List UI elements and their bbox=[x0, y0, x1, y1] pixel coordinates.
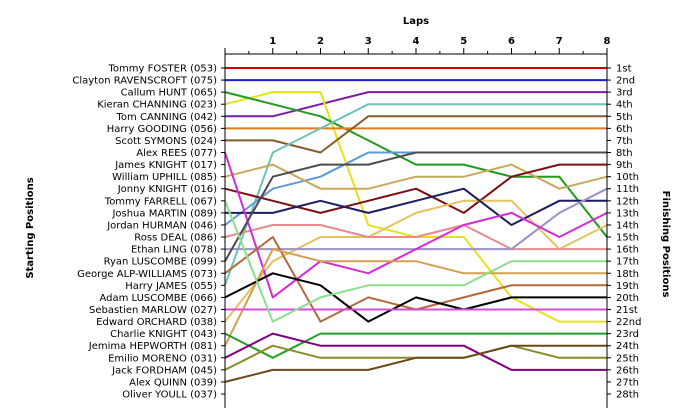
series-line-14 bbox=[224, 224, 607, 251]
finishing-position-label: 16th bbox=[616, 245, 639, 256]
starting-position-label: Tommy FOSTER (053) bbox=[107, 64, 217, 75]
finish-labels: 1st2nd3rd4th5th6th7th8th9th10th11th12th1… bbox=[616, 64, 641, 401]
finishing-position-label: 28th bbox=[616, 390, 639, 401]
chart-title: Laps bbox=[403, 16, 429, 27]
position-lines bbox=[224, 67, 608, 383]
starting-position-label: Tommy FARRELL (067) bbox=[104, 196, 217, 207]
finishing-position-label: 18th bbox=[616, 269, 639, 280]
starting-position-label: Joshua MARTIN (089) bbox=[111, 208, 217, 219]
x-tick-label: 5 bbox=[460, 36, 467, 47]
starting-position-label: Adam LUSCOMBE (066) bbox=[99, 293, 217, 304]
x-tick-label: 3 bbox=[365, 36, 372, 47]
right-axis-title: Finishing Positions bbox=[660, 191, 671, 298]
finishing-position-label: 5th bbox=[616, 112, 633, 123]
starting-position-label: Ethan LING (078) bbox=[131, 245, 217, 256]
x-tick-label: 4 bbox=[413, 36, 420, 47]
finishing-position-label: 11th bbox=[616, 184, 639, 195]
axes-frame bbox=[221, 48, 611, 408]
series-line-17 bbox=[224, 151, 607, 262]
starting-position-label: Harry JAMES (055) bbox=[125, 281, 217, 292]
series-line-19 bbox=[224, 248, 607, 347]
starting-position-label: Sebastien MARLOW (027) bbox=[89, 305, 217, 316]
finishing-position-label: 3rd bbox=[616, 88, 633, 99]
finishing-position-label: 17th bbox=[616, 257, 639, 268]
starting-position-label: Emilio MORENO (031) bbox=[108, 353, 217, 364]
finishing-position-label: 23rd bbox=[616, 329, 639, 340]
finishing-position-label: 7th bbox=[616, 136, 633, 147]
series-line-13 bbox=[225, 187, 607, 226]
starting-position-label: Clayton RAVENSCROFT (075) bbox=[72, 76, 217, 87]
finishing-position-label: 8th bbox=[616, 148, 633, 159]
x-tick-label: 7 bbox=[556, 36, 563, 47]
finishing-position-label: 15th bbox=[616, 233, 639, 244]
finishing-position-label: 19th bbox=[616, 281, 639, 292]
series-line-24 bbox=[224, 332, 607, 371]
series-line-26 bbox=[224, 344, 607, 383]
x-tick-label: 1 bbox=[269, 36, 276, 47]
starting-position-label: Callum HUNT (065) bbox=[121, 88, 218, 99]
starting-position-label: George ALP-WILLIAMS (073) bbox=[77, 269, 217, 280]
series-line-5 bbox=[224, 91, 608, 238]
starting-position-label: Jordan HURMAN (046) bbox=[106, 220, 217, 231]
finishing-position-label: 21st bbox=[616, 305, 638, 316]
series-line-11 bbox=[224, 163, 607, 214]
finishing-position-label: 10th bbox=[616, 172, 639, 183]
finishing-position-label: 4th bbox=[616, 100, 633, 111]
starting-position-label: Ross DEAL (086) bbox=[134, 233, 217, 244]
series-line-16 bbox=[224, 152, 608, 299]
starting-position-label: Kieran CHANNING (023) bbox=[97, 100, 217, 111]
x-tick-label: 6 bbox=[508, 36, 515, 47]
starting-position-label: James KNIGHT (017) bbox=[114, 160, 217, 171]
left-axis-title: Starting Positions bbox=[25, 177, 36, 278]
series-line-3 bbox=[225, 91, 607, 118]
x-tick-label: 2 bbox=[317, 36, 324, 47]
finishing-position-label: 1st bbox=[616, 64, 632, 75]
series-line-22 bbox=[224, 200, 607, 323]
finishing-position-label: 14th bbox=[616, 220, 639, 231]
starting-position-label: Edward ORCHARD (038) bbox=[96, 317, 217, 328]
finishing-position-label: 13th bbox=[616, 208, 639, 219]
starting-position-label: Alex QUINN (039) bbox=[129, 377, 217, 388]
finishing-position-label: 6th bbox=[616, 124, 633, 135]
starting-position-label: William UPHILL (085) bbox=[112, 172, 217, 183]
finishing-position-label: 25th bbox=[616, 353, 639, 364]
x-axis-ticks: 1 2 3 4 5 6 7 8 bbox=[269, 36, 610, 47]
finishing-position-label: 9th bbox=[616, 160, 633, 171]
starting-position-label: Ryan LUSCOMBE (099) bbox=[104, 257, 218, 268]
x-tick-label: 8 bbox=[604, 36, 611, 47]
finishing-position-label: 2nd bbox=[616, 76, 635, 87]
series-line-20 bbox=[224, 272, 607, 323]
starting-position-label: Harry GOODING (056) bbox=[107, 124, 217, 135]
starting-position-label: Oliver YOULL (037) bbox=[122, 390, 217, 401]
finishing-position-label: 20th bbox=[616, 293, 639, 304]
start-labels: Tommy FOSTER (053)Clayton RAVENSCROFT (0… bbox=[72, 64, 217, 401]
finishing-position-label: 26th bbox=[616, 365, 639, 376]
starting-position-label: Jonny KNIGHT (016) bbox=[117, 184, 217, 195]
finishing-position-label: 12th bbox=[616, 196, 639, 207]
starting-position-label: Jemima HEPWORTH (081) bbox=[88, 341, 217, 352]
finishing-position-label: 27th bbox=[616, 377, 639, 388]
starting-position-label: Scott SYMONS (024) bbox=[115, 136, 217, 147]
finishing-position-label: 24th bbox=[616, 341, 639, 352]
starting-position-label: Charlie KNIGHT (043) bbox=[110, 329, 217, 340]
starting-position-label: Tom CANNING (042) bbox=[116, 112, 218, 123]
starting-position-label: Alex REES (077) bbox=[136, 148, 217, 159]
series-line-8 bbox=[224, 103, 607, 286]
starting-position-label: Jack FORDHAM (045) bbox=[111, 365, 217, 376]
finishing-position-label: 22nd bbox=[616, 317, 641, 328]
